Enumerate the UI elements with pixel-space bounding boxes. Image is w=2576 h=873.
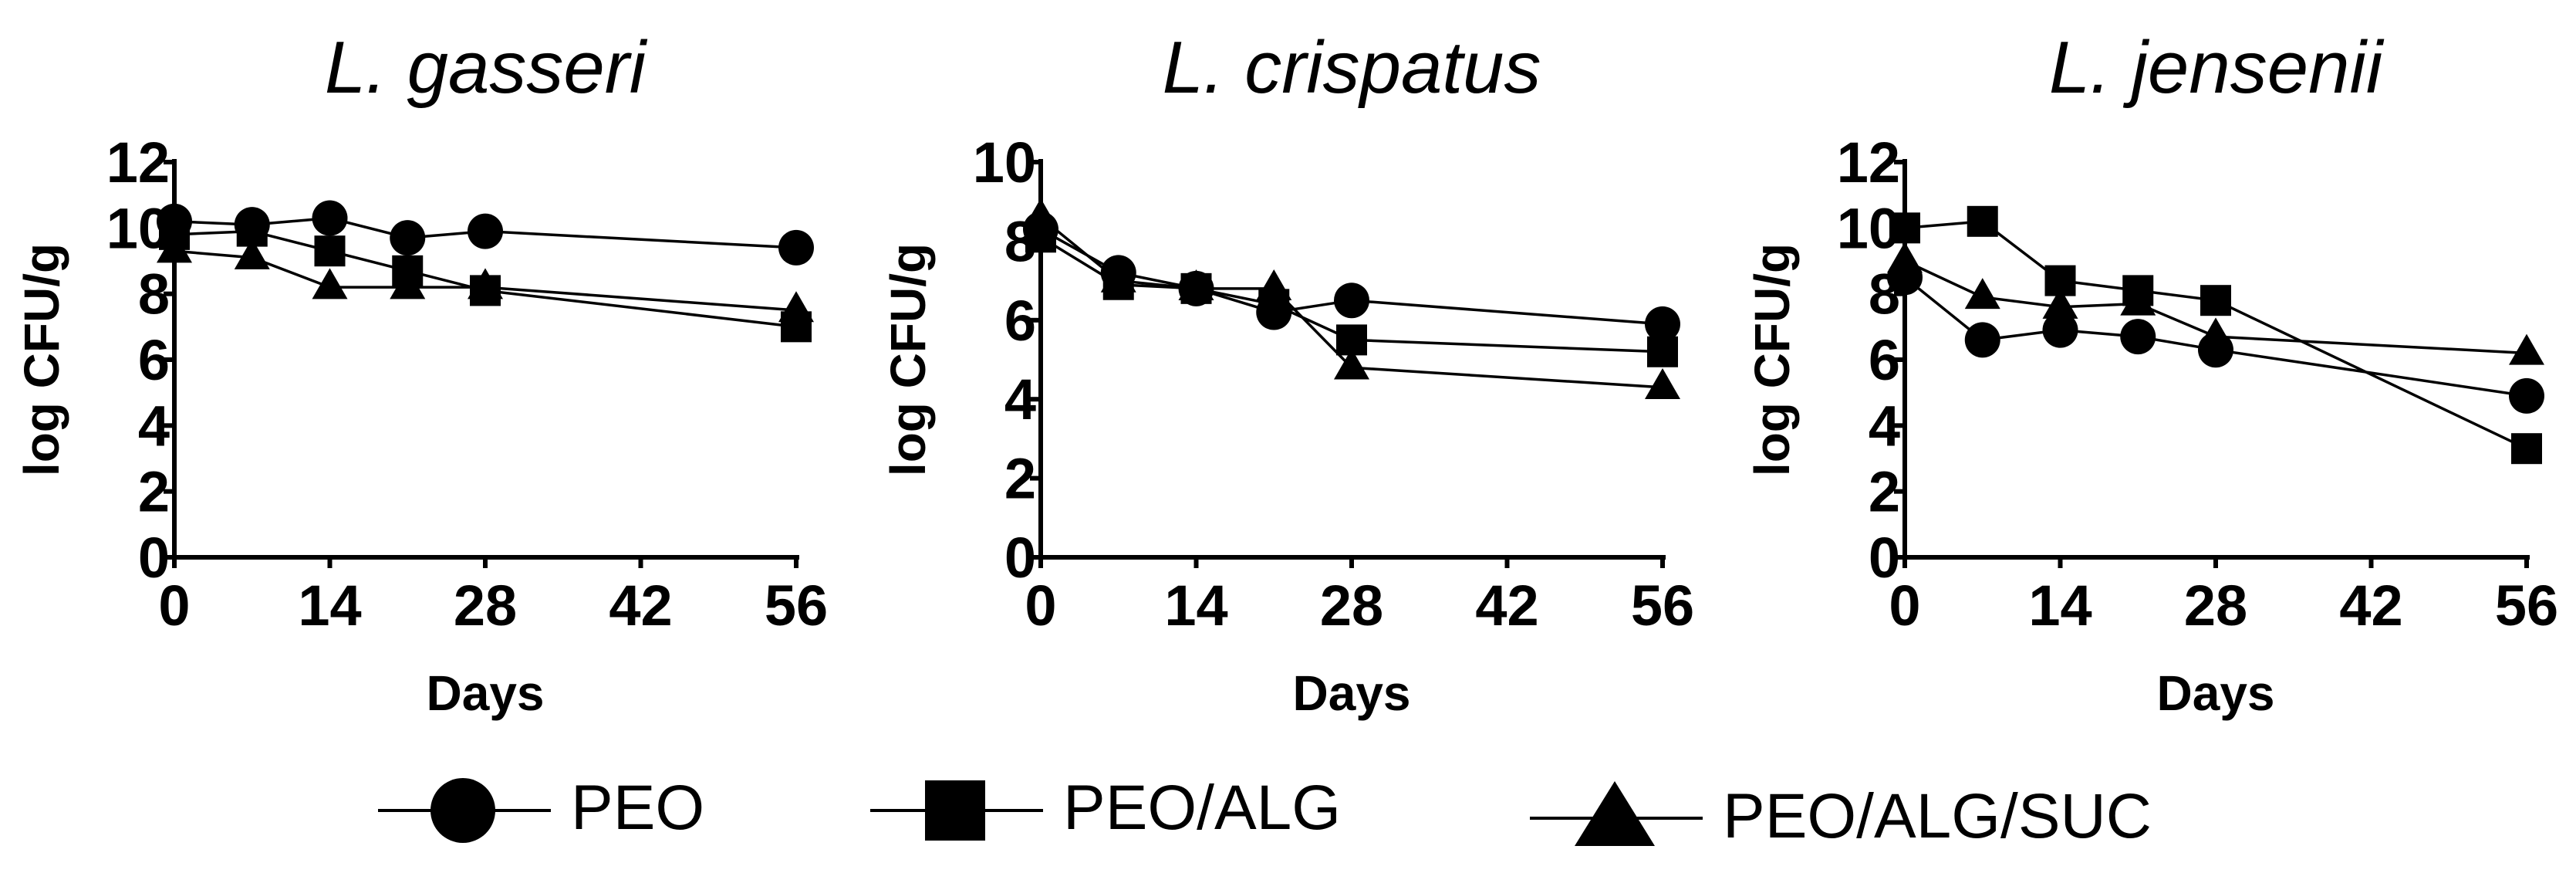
data-point-circle (1964, 322, 2000, 358)
data-point-triangle (2198, 317, 2233, 349)
x-axis-label: Days (1293, 665, 1411, 721)
x-tick-label: 14 (2028, 574, 2092, 638)
y-tick-label: 6 (138, 328, 170, 392)
data-point-square (2200, 285, 2231, 316)
data-point-triangle (1100, 261, 1136, 293)
data-point-triangle (1334, 348, 1369, 380)
y-tick-label: 2 (138, 460, 170, 524)
y-axis-label: log CFU/g (880, 243, 936, 476)
data-point-triangle (2509, 333, 2544, 365)
y-tick-label: 10 (973, 130, 1036, 195)
data-point-square (1967, 205, 1998, 237)
data-point-square (1889, 212, 1920, 244)
legend-label: PEO/ALG (1063, 773, 1341, 843)
data-point-circle (2120, 319, 2156, 355)
x-tick-label: 14 (1164, 574, 1227, 638)
x-tick-label: 42 (609, 574, 672, 638)
data-point-square (314, 235, 346, 267)
legend-label: PEO (571, 773, 704, 843)
data-point-triangle (778, 291, 814, 323)
series-triangle (1023, 198, 1680, 400)
data-point-circle (778, 229, 814, 266)
y-tick-label: 6 (1004, 289, 1036, 353)
y-tick-label: 2 (1004, 447, 1036, 511)
legend-item-circle: PEO (378, 773, 704, 843)
data-point-triangle (2042, 287, 2078, 319)
chart-title: L. crispatus (1163, 26, 1541, 109)
data-point-triangle (1964, 278, 2000, 310)
y-axis-label: log CFU/g (14, 243, 69, 476)
legend-circle-icon (430, 778, 495, 843)
y-tick-label: 4 (1869, 394, 1900, 458)
series-line-triangle (1039, 216, 1663, 389)
x-tick-label: 56 (2495, 574, 2558, 638)
x-axis-label: Days (427, 665, 545, 721)
series-square (1889, 205, 2542, 465)
legend-label: PEO/ALG/SUC (1723, 781, 2152, 851)
data-point-circle (2042, 312, 2078, 348)
legend-item-square: PEO/ALG (870, 773, 1341, 843)
x-tick-label: 56 (765, 574, 828, 638)
data-point-triangle (390, 268, 426, 299)
legend-square-icon (925, 780, 985, 841)
data-point-triangle (1256, 269, 1292, 301)
legend: PEO PEO/ALG PEO/ALG/SUC (378, 773, 2152, 851)
data-point-triangle (1178, 269, 1214, 301)
legend-triangle-icon (1575, 781, 1655, 846)
y-axis-label: log CFU/g (1744, 243, 1800, 476)
data-point-triangle (157, 232, 192, 263)
y-tick-label: 0 (1869, 526, 1900, 590)
data-point-triangle (1645, 368, 1680, 400)
series-triangle (157, 232, 814, 323)
data-point-triangle (2120, 284, 2156, 316)
data-point-circle (1645, 306, 1680, 342)
y-tick-label: 4 (138, 394, 170, 458)
data-point-circle (2509, 377, 2544, 414)
x-tick-label: 28 (1320, 574, 1383, 638)
y-tick-label: 12 (1837, 130, 1900, 195)
data-point-triangle (234, 238, 270, 269)
data-point-circle (1334, 283, 1369, 319)
data-point-triangle (312, 268, 348, 299)
chart-title: L. gasseri (325, 26, 648, 109)
y-tick-label: 2 (1869, 460, 1900, 524)
chart-title: L. jensenii (2049, 26, 2385, 109)
y-tick-label: 4 (1004, 367, 1036, 431)
x-tick-label: 28 (2184, 574, 2247, 638)
y-tick-label: 8 (138, 262, 170, 327)
data-point-square (1647, 336, 1678, 367)
x-tick-label: 42 (1475, 574, 1538, 638)
x-tick-label: 42 (2339, 574, 2402, 638)
x-axis-label: Days (2157, 665, 2275, 721)
data-point-triangle (468, 268, 503, 299)
x-tick-label: 28 (454, 574, 517, 638)
series-line-triangle (174, 249, 797, 312)
x-tick-label: 0 (1889, 574, 1920, 638)
x-tick-label: 0 (1025, 574, 1056, 638)
data-point-circle (312, 200, 348, 236)
series-line-triangle (1904, 259, 2527, 355)
legend-item-triangle: PEO/ALG/SUC (1530, 781, 2152, 851)
y-tick-label: 0 (1004, 526, 1036, 590)
y-tick-label: 6 (1869, 328, 1900, 392)
series-triangle (1887, 242, 2544, 365)
data-point-circle (468, 213, 503, 249)
x-tick-label: 14 (298, 574, 361, 638)
x-tick-label: 56 (1631, 574, 1694, 638)
y-tick-label: 0 (138, 526, 170, 590)
y-tick-label: 12 (106, 130, 170, 195)
data-point-triangle (1887, 242, 1923, 273)
data-point-triangle (1023, 198, 1058, 229)
x-tick-label: 0 (158, 574, 190, 638)
data-point-circle (390, 220, 426, 256)
data-point-square (2511, 433, 2542, 465)
